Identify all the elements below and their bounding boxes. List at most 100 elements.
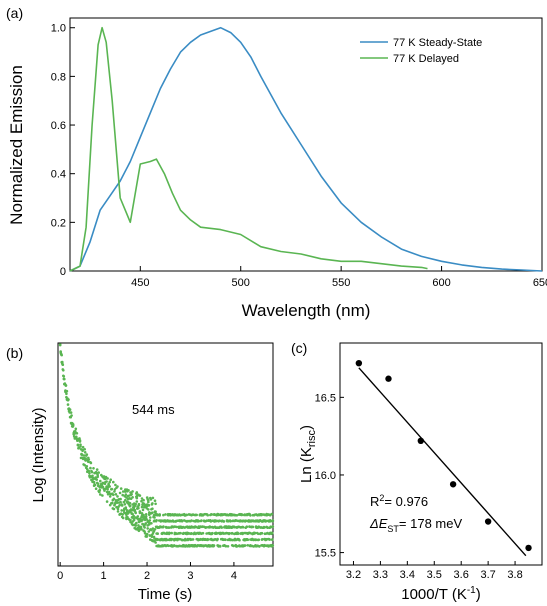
decay-point [95,468,99,471]
c-xlabel-end: ) [476,586,481,603]
decay-point [194,525,198,529]
decay-point [230,531,234,535]
est-subscript: ST [387,524,399,534]
decay-point [135,500,139,503]
decay-point [168,531,171,535]
decay-point [240,513,244,517]
panel-a-y-ticks: 0 0.2 0.4 0.6 0.8 1.0 [51,23,75,278]
legend-label-steady-state: 77 K Steady-State [393,37,482,49]
decay-point [82,454,86,457]
decay-point [201,531,205,535]
decay-point [97,471,100,474]
decay-point [81,448,84,452]
decay-point [124,498,127,502]
decay-point [220,526,223,529]
decay-point [88,472,91,475]
data-point [449,481,457,488]
decay-point [170,538,174,541]
decay-point [212,544,216,547]
decay-point [266,526,269,529]
decay-point [64,384,68,387]
decay-point [269,520,273,523]
decay-point [112,507,116,511]
decay-point [60,353,63,357]
y-tick-label: 1.0 [51,23,66,35]
decay-point [191,538,195,541]
r2-superscript: 2 [379,493,384,503]
decay-point [94,487,98,491]
decay-point [228,532,231,535]
decay-point [89,466,92,470]
decay-point [87,460,90,464]
y-tick-label: 0.4 [51,169,66,181]
decay-point [106,488,109,491]
decay-point [132,514,135,518]
decay-point [96,475,99,479]
decay-point [138,494,142,497]
panel-a-frame [69,17,543,272]
decay-point [118,504,121,507]
x-tick-label: 3.3 [373,569,388,581]
decay-point [175,525,178,529]
decay-point [114,493,118,496]
decay-point [102,475,106,478]
decay-point [179,531,182,535]
decay-point [59,350,62,353]
decay-point [235,514,239,517]
panel-c-label: (c) [291,340,307,356]
x-tick-label: 3.6 [454,569,469,581]
x-tick-label: 3.2 [346,569,361,581]
decay-point [107,482,110,486]
decay-point [147,508,150,511]
x-tick-label: 600 [432,277,450,289]
c-ylabel-end: ) [298,425,315,430]
decay-point [271,531,274,535]
decay-point [85,465,89,468]
decay-point [251,525,255,529]
decay-point [99,479,102,483]
decay-point [105,500,109,503]
decay-point [162,513,165,517]
decay-point [92,480,96,484]
decay-point [197,519,201,523]
decay-point [147,530,151,533]
decay-point [151,502,154,505]
decay-point [113,488,117,491]
decay-point [116,507,120,511]
decay-point [108,495,112,498]
decay-point [269,525,273,529]
x-tick-label: 500 [232,277,250,289]
decay-point [135,491,139,494]
decay-point [246,544,250,547]
decay-point [162,525,165,528]
decay-point [143,526,146,529]
decay-point [120,509,123,512]
panel-c-r2-annotation: R2= 0.976 [370,493,428,509]
decay-point [142,513,145,517]
decay-point [121,513,124,516]
decay-point [108,480,111,484]
decay-point [148,519,152,522]
decay-point [258,545,261,548]
decay-point [151,507,154,511]
decay-point [128,504,132,508]
decay-point [156,538,160,541]
decay-point [83,463,86,467]
x-tick-label: 450 [131,277,149,289]
decay-point [271,538,274,541]
decay-point [264,519,268,523]
panel-a: (a) 0 0.2 0.4 0.6 0.8 1.0 450 500 550 600 650 Wav… [6,5,547,320]
decay-point [74,430,77,434]
decay-point [218,545,222,548]
r2-value: = 0.976 [384,494,428,509]
decay-point [129,518,132,522]
decay-point [83,448,86,451]
decay-point [222,520,226,523]
decay-point [164,513,167,516]
decay-point [65,389,69,393]
data-point [385,375,392,382]
decay-point [271,544,275,547]
decay-point [158,514,161,517]
decay-point [101,494,104,497]
